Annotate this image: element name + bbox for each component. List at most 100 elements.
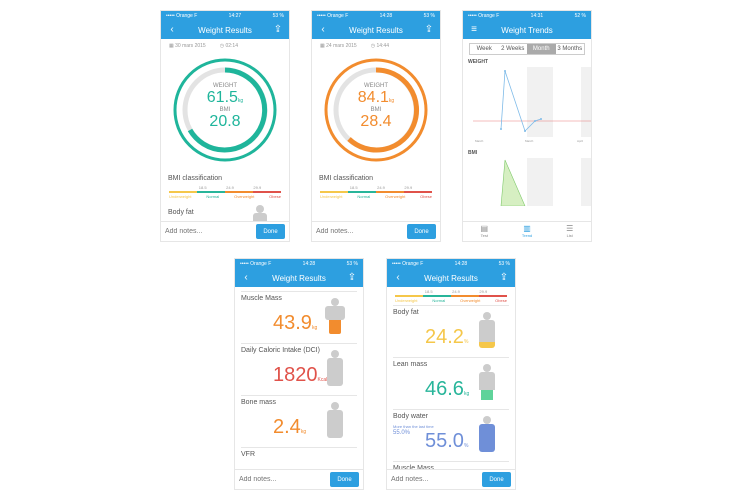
tab-list[interactable]: ☰ List bbox=[548, 222, 591, 241]
bmi-label: BMI bbox=[219, 107, 231, 113]
weight-label: WEIGHT bbox=[213, 83, 237, 89]
metric-name: VFR bbox=[241, 451, 255, 458]
metric-unit: % bbox=[463, 339, 469, 345]
weight-value: 61.5 bbox=[206, 89, 238, 106]
segment-2-weeks[interactable]: 2 Weeks bbox=[501, 46, 525, 52]
share-icon[interactable]: ⇪ bbox=[347, 272, 357, 283]
back-chevron-icon[interactable]: ‹ bbox=[396, 272, 400, 283]
carrier-label: ••••• Orange F bbox=[392, 261, 424, 267]
metric-value: 43.9 bbox=[273, 312, 312, 334]
segment-3-months[interactable]: 3 Months bbox=[557, 46, 583, 52]
metric-bone-mass: Bone mass 2.4kg bbox=[241, 395, 357, 447]
bmi-cat: Overweight bbox=[385, 194, 406, 199]
weight-unit: kg bbox=[237, 98, 244, 104]
weight-chart-label: WEIGHT bbox=[468, 59, 488, 65]
bmi-scale: 18.5 24.9 29.9 Underweight Normal Overwe… bbox=[395, 289, 507, 305]
notes-input[interactable] bbox=[391, 476, 482, 483]
tab-test[interactable]: ▤ Test bbox=[463, 222, 506, 241]
metric-value: 55.0 bbox=[425, 430, 464, 452]
done-button[interactable]: Done bbox=[256, 224, 285, 239]
metric-name: Muscle Mass bbox=[241, 295, 282, 302]
metric-muscle-mass: Muscle Mass bbox=[393, 461, 509, 489]
weight-label: WEIGHT bbox=[364, 83, 388, 89]
lean-mass-figure-icon bbox=[477, 364, 497, 406]
bmi-value: 20.8 bbox=[209, 113, 241, 130]
bmi-cat: Overweight bbox=[234, 194, 255, 199]
done-button[interactable]: Done bbox=[482, 472, 511, 487]
person-icon bbox=[253, 205, 267, 221]
tab-test-label: Test bbox=[480, 233, 488, 238]
back-chevron-icon[interactable]: ‹ bbox=[321, 24, 325, 35]
page-title: Weight Results bbox=[272, 273, 326, 283]
share-icon[interactable]: ⇪ bbox=[499, 272, 509, 283]
metric-body-fat: Body fat 24.2% bbox=[393, 305, 509, 357]
tab-trend-label: Trend bbox=[521, 233, 533, 238]
metric-unit: kg bbox=[311, 325, 318, 331]
bmi-threshold: 29.9 bbox=[479, 289, 488, 294]
notes-bar: Done bbox=[387, 469, 515, 489]
metric-value: 24.2 bbox=[425, 326, 464, 348]
done-button[interactable]: Done bbox=[407, 224, 436, 239]
water-note: More than the last time bbox=[393, 424, 434, 429]
x-label: March bbox=[475, 139, 484, 143]
bmi-cat: Underweight bbox=[320, 194, 343, 199]
person-figure-icon bbox=[325, 350, 345, 392]
page-title: Weight Trends bbox=[501, 25, 553, 35]
status-bar: ••••• Orange F 14:28 53 % bbox=[312, 11, 440, 21]
share-icon[interactable]: ⇪ bbox=[273, 24, 283, 35]
metric-unit: kg bbox=[463, 391, 470, 397]
time-label: 14:44 bbox=[376, 43, 389, 49]
share-icon[interactable]: ⇪ bbox=[424, 24, 434, 35]
skeleton-figure-icon bbox=[325, 402, 345, 444]
metric-value: 1820 bbox=[273, 364, 318, 386]
time-label: 14:28 bbox=[379, 13, 393, 19]
page-title: Weight Results bbox=[198, 25, 252, 35]
bmi-cat: Normal bbox=[357, 194, 371, 199]
clock-icon: ◷ 14:44 bbox=[370, 43, 389, 49]
tab-list-label: List bbox=[566, 233, 573, 238]
bmi-cat: Obese bbox=[269, 194, 281, 199]
bmi-threshold: 29.9 bbox=[404, 185, 413, 190]
notes-input[interactable] bbox=[316, 228, 407, 235]
bmi-classification-title: BMI classification bbox=[168, 175, 223, 182]
metric-name: Body water bbox=[393, 413, 429, 420]
bmi-threshold: 24.9 bbox=[226, 185, 234, 190]
weight-unit: kg bbox=[388, 98, 395, 104]
back-chevron-icon[interactable]: ‹ bbox=[170, 24, 174, 35]
nav-bar: ‹ Weight Results ⇪ bbox=[235, 269, 363, 287]
battery-label: 53 % bbox=[423, 13, 435, 19]
done-button[interactable]: Done bbox=[330, 472, 359, 487]
x-label: April bbox=[577, 139, 583, 143]
notes-bar: Done bbox=[235, 469, 363, 489]
status-bar: ••••• Orange F 14:28 53 % bbox=[387, 259, 515, 269]
page-title: Weight Results bbox=[424, 273, 478, 283]
segment-week[interactable]: Week bbox=[476, 46, 492, 52]
nav-bar: ‹ Weight Results ⇪ bbox=[387, 269, 515, 287]
bmi-threshold: 18.5 bbox=[198, 185, 207, 190]
body-water-figure-icon bbox=[477, 416, 497, 458]
weight-ring: WEIGHT 61.5kg BMI 20.8 bbox=[170, 55, 280, 165]
battery-label: 53 % bbox=[346, 261, 358, 267]
water-previous: 55.0% bbox=[393, 430, 411, 436]
bmi-classification-title: BMI classification bbox=[319, 175, 374, 182]
trend-icon: ▥ bbox=[523, 224, 531, 233]
ring-graphic bbox=[173, 58, 277, 162]
bmi-cat: Underweight bbox=[395, 298, 418, 303]
metric-value: 46.6 bbox=[425, 378, 464, 400]
status-bar: ••••• Orange F 14:28 53 % bbox=[235, 259, 363, 269]
calendar-icon: ▦ 24 mars 2015 bbox=[320, 43, 357, 49]
menu-icon[interactable]: ≡ bbox=[471, 24, 477, 35]
screen-weight-trends: ••••• Orange F 14:31 52 % ≡ Weight Trend… bbox=[462, 10, 592, 242]
tab-trend[interactable]: ▥ Trend bbox=[506, 222, 549, 241]
date-row: ▦ 30 mars 2015 ◷ 02:14 bbox=[161, 39, 289, 53]
metric-name: Bone mass bbox=[241, 399, 277, 406]
metric-unit: % bbox=[463, 443, 469, 449]
notes-input[interactable] bbox=[165, 228, 256, 235]
notes-bar: Done bbox=[161, 221, 289, 241]
metric-name: Lean mass bbox=[393, 361, 428, 368]
bmi-trend-chart bbox=[500, 158, 591, 207]
segment-month[interactable]: Month bbox=[527, 44, 556, 54]
metric-unit: kg bbox=[300, 429, 307, 435]
notes-input[interactable] bbox=[239, 476, 330, 483]
back-chevron-icon[interactable]: ‹ bbox=[244, 272, 248, 283]
